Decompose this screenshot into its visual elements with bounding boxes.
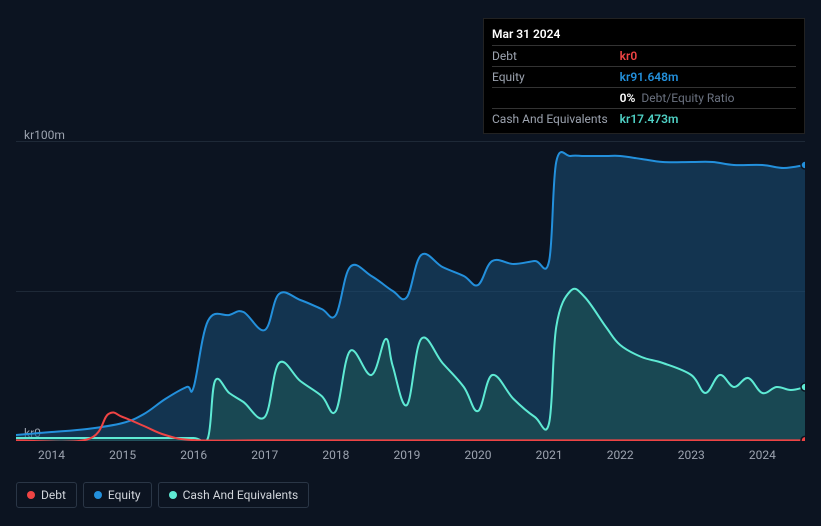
tooltip-row-label [492, 88, 620, 109]
chart-area [16, 141, 805, 441]
series-marker-debt [801, 436, 805, 441]
chart-svg [16, 141, 805, 441]
xaxis-tick: 2023 [678, 448, 705, 462]
tooltip-row-value: 0%Debt/Equity Ratio [620, 88, 796, 109]
tooltip-table: Debt kr0 Equity kr91.648m 0%Debt/Equity … [492, 45, 796, 129]
legend-item-cash[interactable]: Cash And Equivalents [158, 482, 310, 508]
xaxis-tick: 2018 [322, 448, 349, 462]
legend-dot-cash [169, 491, 177, 499]
tooltip-row-value: kr0 [620, 46, 796, 67]
xaxis-tick: 2017 [251, 448, 278, 462]
legend-item-equity[interactable]: Equity [83, 482, 152, 508]
series-marker-cash [801, 383, 805, 391]
legend-dot-debt [27, 491, 35, 499]
tooltip-row-label: Equity [492, 67, 620, 88]
legend: Debt Equity Cash And Equivalents [16, 482, 309, 508]
xaxis-labels: 2014 2015 2016 2017 2018 2019 2020 2021 2022 2023… [16, 448, 805, 464]
xaxis-tick: 2021 [536, 448, 563, 462]
tooltip-date: Mar 31 2024 [492, 23, 796, 45]
xaxis-tick: 2014 [38, 448, 65, 462]
legend-label: Equity [108, 488, 141, 502]
tooltip-row-label: Debt [492, 46, 620, 67]
tooltip-row-value: kr17.473m [620, 109, 796, 130]
xaxis-tick: 2019 [393, 448, 420, 462]
tooltip-panel: Mar 31 2024 Debt kr0 Equity kr91.648m 0%… [483, 18, 805, 134]
xaxis-tick: 2016 [180, 448, 207, 462]
xaxis-tick: 2024 [749, 448, 776, 462]
tooltip-row-value: kr91.648m [620, 67, 796, 88]
tooltip-row-label: Cash And Equivalents [492, 109, 620, 130]
legend-label: Cash And Equivalents [183, 488, 299, 502]
legend-dot-equity [94, 491, 102, 499]
series-marker-equity [801, 161, 805, 169]
legend-item-debt[interactable]: Debt [16, 482, 77, 508]
xaxis-tick: 2022 [607, 448, 634, 462]
xaxis-tick: 2015 [109, 448, 136, 462]
yaxis-label-top: kr100m [24, 128, 65, 142]
legend-label: Debt [41, 488, 66, 502]
xaxis-tick: 2020 [465, 448, 492, 462]
